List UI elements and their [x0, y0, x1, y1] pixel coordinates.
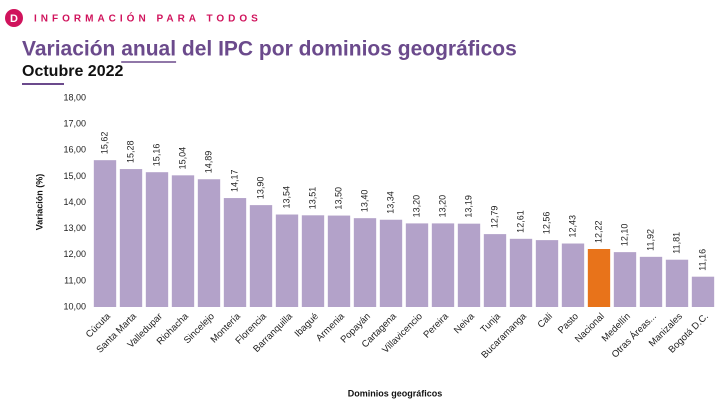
- bar: [535, 240, 559, 307]
- y-axis-label: Variación (%): [34, 174, 44, 231]
- x-axis-label: Dominios geográficos: [348, 388, 443, 398]
- x-tick-label: Neiva: [452, 311, 477, 336]
- bar: [353, 218, 377, 307]
- chart-title: Variación anual del IPC por dominios geo…: [22, 38, 517, 61]
- value-label: 13,34: [385, 191, 395, 214]
- bar: [665, 259, 689, 307]
- y-tick-label: 17,00: [63, 119, 86, 129]
- bar: [561, 243, 585, 307]
- value-label: 11,16: [697, 249, 707, 271]
- bar: [691, 276, 715, 307]
- value-label: 13,40: [359, 190, 369, 213]
- y-tick-label: 15,00: [63, 171, 86, 181]
- value-label: 13,51: [307, 187, 317, 210]
- bar: [301, 215, 325, 307]
- value-label: 13,19: [463, 195, 473, 218]
- x-tick-label: Cali: [536, 311, 555, 330]
- bar: [327, 215, 351, 307]
- bar: [223, 198, 247, 307]
- value-label: 12,61: [515, 210, 525, 233]
- value-label: 14,17: [229, 170, 239, 193]
- bar: [639, 256, 663, 307]
- bar: [249, 205, 273, 307]
- value-label: 12,43: [567, 215, 577, 238]
- bar: [509, 238, 533, 307]
- value-label: 13,90: [255, 177, 265, 200]
- value-label: 15,04: [177, 147, 187, 170]
- value-label: 12,56: [541, 212, 551, 235]
- y-tick-label: 13,00: [63, 223, 86, 233]
- bar: [145, 172, 169, 307]
- logo-circle: [5, 9, 23, 27]
- bar: [379, 219, 403, 307]
- bar: [93, 160, 117, 307]
- tagline: INFORMACIÓN PARA TODOS: [34, 12, 262, 25]
- bar: [483, 234, 507, 307]
- bar: [587, 249, 611, 307]
- bar: [431, 223, 455, 307]
- chart-subtitle: Octubre 2022: [22, 63, 123, 80]
- bar: [613, 252, 637, 307]
- value-label: 15,28: [125, 141, 135, 164]
- value-label: 13,54: [281, 186, 291, 209]
- value-label: 14,89: [203, 151, 213, 174]
- bar: [119, 169, 143, 307]
- value-label: 11,81: [671, 232, 681, 254]
- value-label: 13,50: [333, 187, 343, 210]
- y-tick-label: 11,00: [64, 275, 86, 285]
- value-label: 12,10: [619, 224, 629, 247]
- value-label: 13,20: [411, 195, 421, 218]
- y-tick-label: 10,00: [63, 301, 86, 311]
- y-tick-label: 14,00: [63, 197, 86, 207]
- value-label: 12,22: [593, 220, 603, 243]
- bar: [197, 179, 221, 307]
- value-label: 12,79: [489, 206, 499, 229]
- bar: [405, 223, 429, 307]
- y-tick-label: 18,00: [63, 92, 86, 102]
- value-label: 13,20: [437, 195, 447, 218]
- bar: [457, 223, 481, 307]
- bar: [171, 175, 195, 307]
- bar: [275, 214, 299, 307]
- value-label: 15,62: [99, 132, 109, 155]
- y-tick-label: 12,00: [63, 249, 86, 259]
- x-tick-label: Pereira: [421, 311, 451, 341]
- value-label: 11,92: [645, 229, 655, 251]
- value-label: 15,16: [151, 144, 161, 167]
- y-tick-label: 16,00: [63, 145, 86, 155]
- logo: D: [10, 13, 18, 25]
